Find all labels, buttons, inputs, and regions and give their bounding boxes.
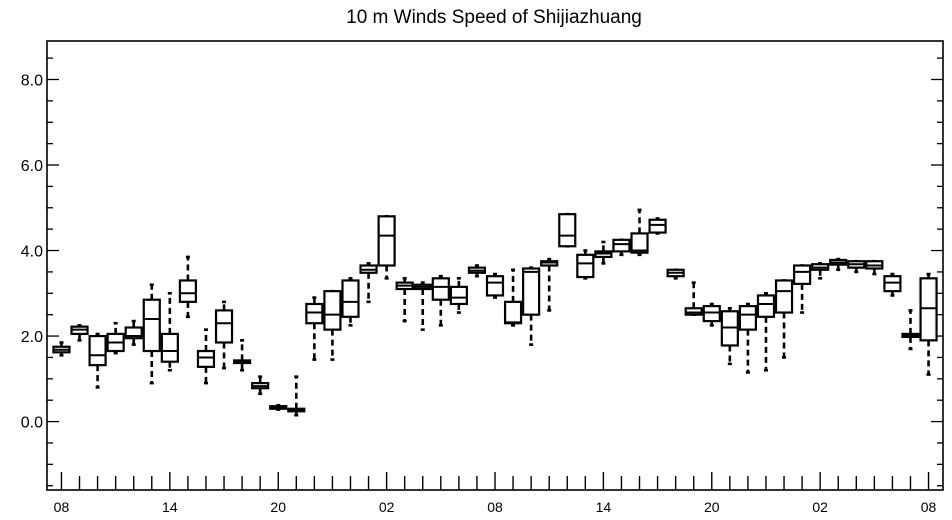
x-tick-label: 14	[596, 499, 612, 515]
box	[558, 212, 577, 248]
box-iqr	[558, 213, 577, 248]
box-iqr	[485, 275, 505, 297]
box-iqr	[792, 264, 812, 285]
box	[792, 264, 812, 314]
x-tick-label: 08	[487, 499, 503, 515]
box	[666, 268, 685, 280]
box-iqr	[684, 307, 703, 316]
box	[702, 302, 721, 327]
box	[214, 300, 234, 370]
y-axis: 0.0 2.0 4.0 6.0 8.0	[21, 57, 943, 487]
box	[305, 296, 324, 361]
x-tick-label: 08	[921, 499, 937, 515]
box	[287, 375, 306, 417]
box-iqr	[522, 267, 541, 316]
box-iqr	[774, 279, 794, 314]
box	[720, 306, 739, 366]
box-iqr	[431, 277, 450, 301]
box	[612, 238, 631, 257]
box	[756, 291, 776, 372]
x-tick-label: 08	[54, 499, 70, 515]
box-iqr	[124, 326, 143, 340]
box-iqr	[323, 290, 342, 331]
box	[648, 217, 667, 235]
box-iqr	[88, 334, 107, 367]
box	[684, 281, 703, 316]
box-iqr	[738, 305, 758, 331]
box	[865, 259, 884, 276]
box	[160, 291, 179, 372]
box	[232, 339, 252, 372]
y-tick-label: 8.0	[21, 72, 43, 89]
chart-title: 10 m Winds Speed of Shijiazhuang	[346, 7, 642, 28]
box-iqr	[503, 300, 523, 325]
box-iqr	[756, 294, 776, 318]
box	[413, 281, 432, 331]
box	[774, 279, 794, 359]
box	[919, 272, 938, 376]
box	[88, 332, 107, 389]
box	[395, 277, 414, 323]
box	[540, 257, 559, 312]
box	[576, 249, 595, 280]
box-iqr	[648, 218, 667, 234]
x-axis: 08 14 20 02 08 14 20 02 08	[54, 472, 937, 515]
y-tick-label: 2.0	[21, 329, 43, 346]
box	[359, 262, 378, 304]
box	[106, 321, 125, 355]
box	[70, 324, 89, 342]
box	[431, 274, 450, 327]
box-iqr	[883, 275, 902, 293]
box	[251, 375, 270, 396]
box-iqr	[142, 298, 161, 353]
box-iqr	[305, 302, 324, 325]
box	[377, 215, 396, 280]
box-iqr	[178, 279, 198, 303]
box	[124, 319, 143, 346]
x-tick-label: 20	[270, 499, 286, 515]
box-iqr	[449, 285, 468, 306]
box	[630, 208, 649, 257]
box	[901, 309, 920, 351]
box	[485, 272, 505, 299]
box-iqr	[919, 277, 938, 342]
y-tick-label: 6.0	[21, 158, 43, 175]
box-iqr	[612, 238, 631, 253]
box	[829, 257, 848, 272]
x-tick-label: 02	[812, 499, 828, 515]
box	[449, 277, 468, 314]
box	[738, 302, 758, 374]
box-series	[52, 208, 938, 417]
box	[522, 266, 541, 346]
x-tick-label: 14	[162, 499, 178, 515]
box-iqr	[214, 309, 234, 344]
box-iqr	[576, 253, 595, 279]
box	[883, 272, 902, 297]
box	[811, 262, 830, 280]
box	[269, 404, 288, 411]
box-iqr	[196, 349, 216, 368]
box	[323, 289, 342, 361]
x-tick-label: 02	[379, 499, 395, 515]
box	[341, 277, 360, 327]
box	[467, 264, 487, 278]
box-iqr	[630, 232, 649, 254]
x-tick-label: 20	[704, 499, 720, 515]
box-iqr	[160, 332, 179, 363]
box-iqr	[341, 279, 360, 318]
box-iqr	[377, 215, 396, 267]
box	[594, 240, 613, 265]
box	[178, 255, 198, 319]
box	[52, 341, 71, 357]
y-tick-label: 0.0	[21, 415, 43, 432]
box	[196, 328, 216, 385]
box	[142, 283, 161, 385]
box	[847, 259, 866, 274]
box-iqr	[702, 305, 721, 323]
box	[503, 268, 523, 327]
y-tick-label: 4.0	[21, 244, 43, 261]
